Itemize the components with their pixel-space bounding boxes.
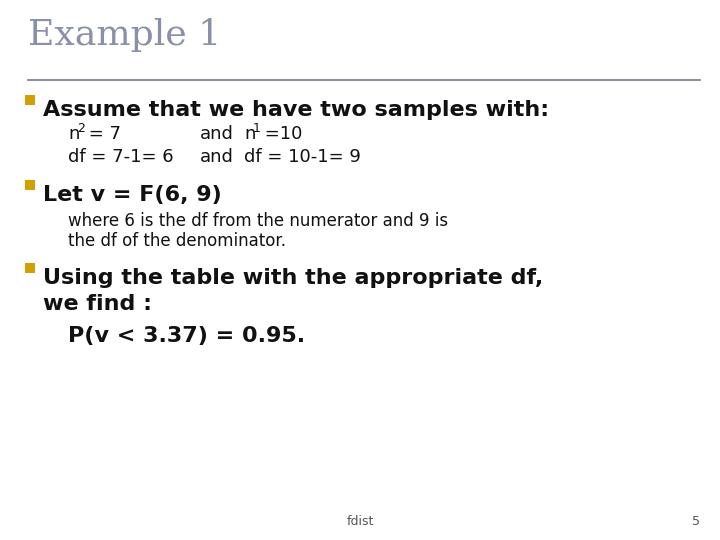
Text: fdist: fdist	[346, 515, 374, 528]
Text: we find :: we find :	[43, 294, 152, 314]
Text: where 6 is the df from the numerator and 9 is: where 6 is the df from the numerator and…	[68, 212, 448, 230]
Text: = 7: = 7	[83, 125, 121, 143]
Bar	[25, 95, 35, 105]
Text: and: and	[200, 125, 234, 143]
Text: Let v = F(6, 9): Let v = F(6, 9)	[43, 185, 222, 205]
Text: 5: 5	[692, 515, 700, 528]
Text: n: n	[68, 125, 79, 143]
Text: and: and	[200, 148, 234, 166]
Text: 2: 2	[77, 122, 85, 135]
Text: Assume that we have two samples with:: Assume that we have two samples with:	[43, 100, 549, 120]
Text: n: n	[244, 125, 256, 143]
Text: the df of the denominator.: the df of the denominator.	[68, 232, 286, 250]
Text: Example 1: Example 1	[28, 18, 221, 52]
Bar	[25, 263, 35, 273]
Text: df = 7-1= 6: df = 7-1= 6	[68, 148, 174, 166]
Text: P(v < 3.37) = 0.95.: P(v < 3.37) = 0.95.	[68, 326, 305, 346]
Text: =10: =10	[259, 125, 302, 143]
Bar	[25, 180, 35, 190]
Text: 1: 1	[253, 122, 261, 135]
Text: Using the table with the appropriate df,: Using the table with the appropriate df,	[43, 268, 544, 288]
Text: df = 10-1= 9: df = 10-1= 9	[244, 148, 361, 166]
